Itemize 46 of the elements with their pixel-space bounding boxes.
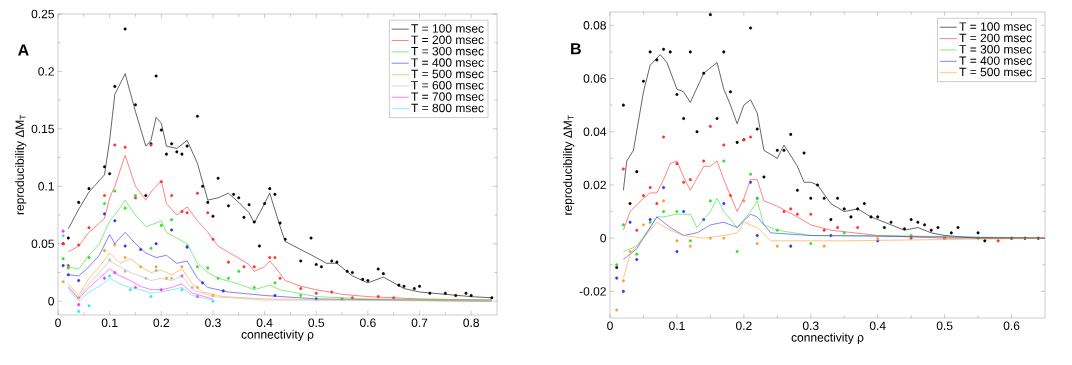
x-tick-label: 0 xyxy=(55,318,61,328)
legend-label: T = 100 msec xyxy=(411,24,484,33)
y-tick-label: 0.05 xyxy=(31,239,54,249)
y-tick-label: 0.25 xyxy=(31,9,54,19)
legend-label: T = 200 msec xyxy=(411,35,484,45)
x-tick-label: 0.4 xyxy=(256,318,273,328)
x-tick-label: 0.3 xyxy=(205,318,221,328)
x-tick-label: 0.5 xyxy=(936,321,953,331)
legend-label: T = 500 msec xyxy=(411,69,484,79)
x-tick-label: 0.6 xyxy=(1003,321,1020,331)
x-axis-title: connectivity ρ xyxy=(791,332,864,345)
text: A xyxy=(18,44,29,56)
legend-label: T = 100 msec xyxy=(959,22,1032,31)
y-tick-label: 0.15 xyxy=(31,124,54,134)
y-tick-label: 0 xyxy=(48,296,55,306)
x-tick-label: 0.1 xyxy=(669,321,685,331)
x-tick-label: 0.2 xyxy=(153,318,170,328)
text: B xyxy=(571,43,581,55)
x-tick-label: 0.6 xyxy=(360,318,376,328)
legend-label: T = 500 msec xyxy=(959,67,1032,77)
y-tick-label: 0.1 xyxy=(38,182,54,191)
y-tick-label: -0.02 xyxy=(579,287,606,296)
x-tick-label: 0.5 xyxy=(308,318,325,328)
legend-label: T = 300 msec xyxy=(411,46,484,56)
y-tick-label: 0.2 xyxy=(38,67,54,76)
x-tick-label: 0.3 xyxy=(802,321,819,331)
y-axis-title: reproducibility ΔM$_{T}$ xyxy=(15,114,27,215)
y-axis-title: reproducibility ΔM$_{T}$ xyxy=(563,115,575,215)
x-tick-label: 0.7 xyxy=(411,318,428,328)
y-tick-label: 0 xyxy=(600,233,607,243)
y-tick-label: 0.08 xyxy=(583,21,606,30)
legend-label: T = 800 msec xyxy=(411,103,484,113)
y-tick-label: 0.04 xyxy=(583,127,607,136)
legend-label: T = 400 msec xyxy=(411,58,484,67)
legend-label: T = 300 msec xyxy=(959,45,1032,54)
legend-label: T = 200 msec xyxy=(959,33,1032,43)
x-axis-title: connectivity ρ xyxy=(241,329,314,342)
x-tick-label: 0.1 xyxy=(101,318,118,328)
legend-label: T = 700 msec xyxy=(411,92,484,101)
legend-label: T = 400 msec xyxy=(959,56,1032,65)
legend-label: T = 600 msec xyxy=(411,81,484,90)
y-tick-label: 0.02 xyxy=(583,180,606,190)
y-tick-label: 0.06 xyxy=(583,74,606,83)
x-tick-label: 0.8 xyxy=(463,318,479,328)
x-tick-label: 0.2 xyxy=(735,321,752,331)
x-tick-label: 0.4 xyxy=(869,321,886,331)
